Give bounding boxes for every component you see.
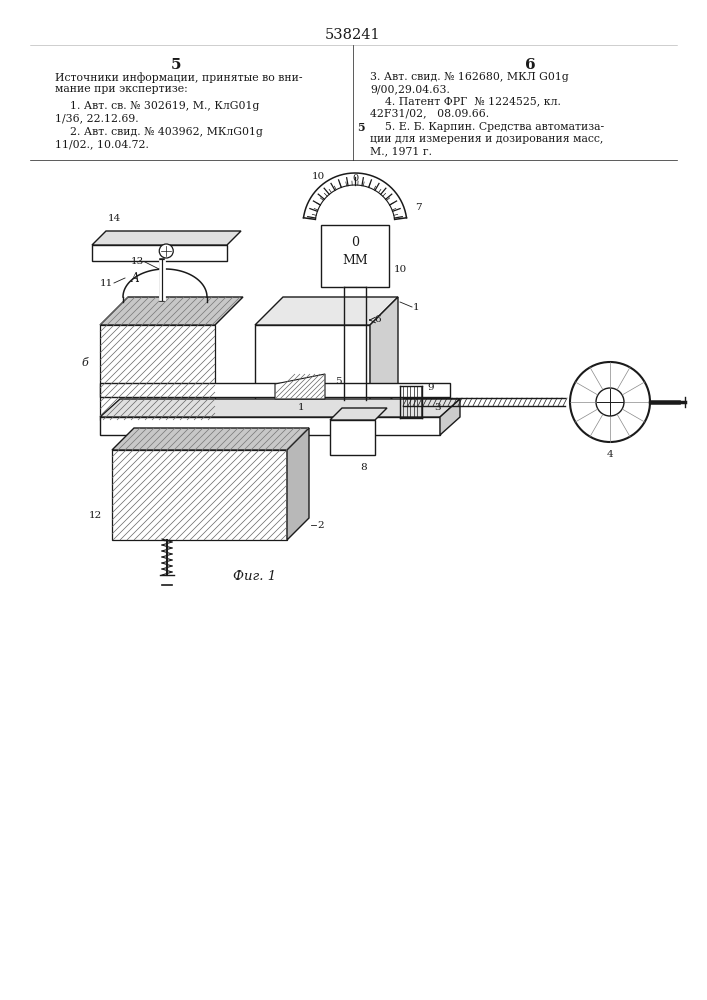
Text: 12: 12 <box>89 510 102 520</box>
Text: 1: 1 <box>413 302 420 312</box>
Text: Фиг. 1: Фиг. 1 <box>233 570 276 583</box>
Text: 10: 10 <box>394 264 407 273</box>
Text: 13: 13 <box>131 257 144 266</box>
Text: 2. Авт. свид. № 403962, МКлG01g: 2. Авт. свид. № 403962, МКлG01g <box>70 127 263 137</box>
Text: 3: 3 <box>435 403 441 412</box>
Text: 1. Авт. св. № 302619, М., КлG01g: 1. Авт. св. № 302619, М., КлG01g <box>70 101 259 111</box>
Circle shape <box>596 388 624 416</box>
Polygon shape <box>92 231 241 245</box>
Polygon shape <box>100 383 450 397</box>
Text: 5: 5 <box>357 122 365 133</box>
Polygon shape <box>330 420 375 455</box>
Text: 11: 11 <box>100 278 113 288</box>
Text: 4: 4 <box>607 450 613 459</box>
Text: ММ: ММ <box>342 254 368 267</box>
Text: 0: 0 <box>352 174 358 183</box>
Polygon shape <box>100 399 460 417</box>
Text: 5: 5 <box>171 58 181 72</box>
Text: 0: 0 <box>351 236 359 249</box>
Polygon shape <box>255 325 370 420</box>
Text: 42F31/02,   08.09.66.: 42F31/02, 08.09.66. <box>370 108 489 118</box>
Text: 14: 14 <box>107 214 121 223</box>
Text: 10: 10 <box>311 172 325 181</box>
Polygon shape <box>330 408 387 420</box>
Text: 9: 9 <box>427 383 433 392</box>
Text: 6: 6 <box>374 316 380 324</box>
Text: 3. Авт. свид. № 162680, МКЛ G01g: 3. Авт. свид. № 162680, МКЛ G01g <box>370 72 568 82</box>
Polygon shape <box>370 297 398 420</box>
Text: б: б <box>81 358 88 368</box>
Text: Источники информации, принятые во вни-: Источники информации, принятые во вни- <box>55 72 303 83</box>
Circle shape <box>285 387 295 397</box>
Text: мание при экспертизе:: мание при экспертизе: <box>55 84 188 94</box>
Text: 6: 6 <box>525 58 535 72</box>
Text: ции для измерения и дозирования масс,: ции для измерения и дозирования масс, <box>370 134 603 144</box>
Text: М., 1971 г.: М., 1971 г. <box>370 146 432 156</box>
Text: 11/02., 10.04.72.: 11/02., 10.04.72. <box>55 139 149 149</box>
Polygon shape <box>287 428 309 540</box>
Circle shape <box>570 362 650 442</box>
Polygon shape <box>100 297 243 325</box>
Text: 5: 5 <box>335 376 341 385</box>
Polygon shape <box>100 417 440 435</box>
Polygon shape <box>440 399 460 435</box>
Text: 1/36, 22.12.69.: 1/36, 22.12.69. <box>55 113 139 123</box>
Text: 5. Е. Б. Карпин. Средства автоматиза-: 5. Е. Б. Карпин. Средства автоматиза- <box>385 122 604 132</box>
Polygon shape <box>321 225 389 287</box>
Text: 4. Патент ФРГ  № 1224525, кл.: 4. Патент ФРГ № 1224525, кл. <box>385 96 561 106</box>
Polygon shape <box>92 245 227 261</box>
Text: 538241: 538241 <box>325 28 381 42</box>
Polygon shape <box>275 374 325 399</box>
Polygon shape <box>255 297 398 325</box>
Text: 1: 1 <box>298 402 305 412</box>
Text: 9/00,29.04.63.: 9/00,29.04.63. <box>370 84 450 94</box>
Text: 7: 7 <box>415 202 421 212</box>
Text: 8: 8 <box>361 463 368 472</box>
Circle shape <box>159 244 173 258</box>
Text: 2: 2 <box>317 520 324 530</box>
Text: А: А <box>131 271 139 284</box>
Polygon shape <box>112 428 309 450</box>
